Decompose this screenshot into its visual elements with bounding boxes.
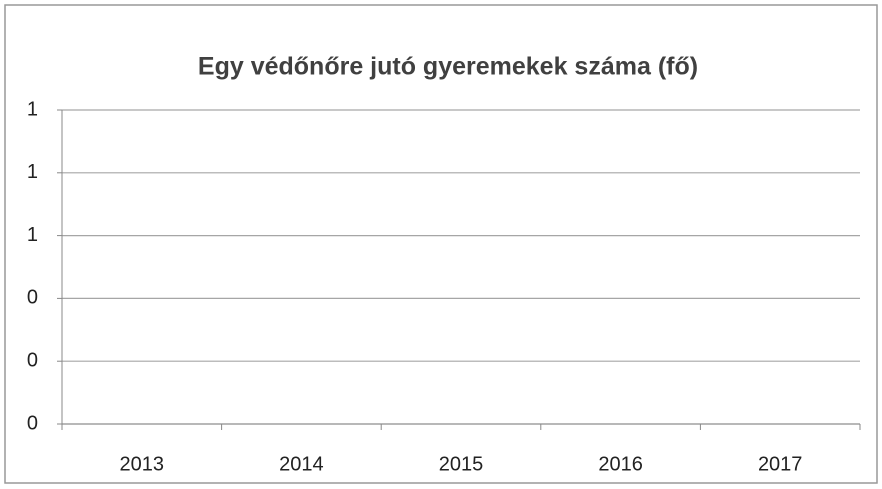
- y-tick-label: 0: [27, 287, 38, 309]
- y-tick-label: 0: [27, 349, 38, 371]
- x-tick-label: 2015: [439, 453, 484, 475]
- y-tick-label: 1: [27, 161, 38, 183]
- y-tick-label: 1: [27, 224, 38, 246]
- x-tick-label: 2016: [598, 453, 643, 475]
- x-tick-label: 2013: [120, 453, 165, 475]
- y-tick-label: 0: [27, 412, 38, 434]
- chart-title: Egy védőnőre jutó gyeremekek száma (fő): [198, 53, 698, 81]
- chart-border: [4, 4, 878, 484]
- x-tick-label: 2017: [758, 453, 803, 475]
- y-tick-label: 1: [27, 98, 38, 120]
- x-tick-label: 2014: [279, 453, 324, 475]
